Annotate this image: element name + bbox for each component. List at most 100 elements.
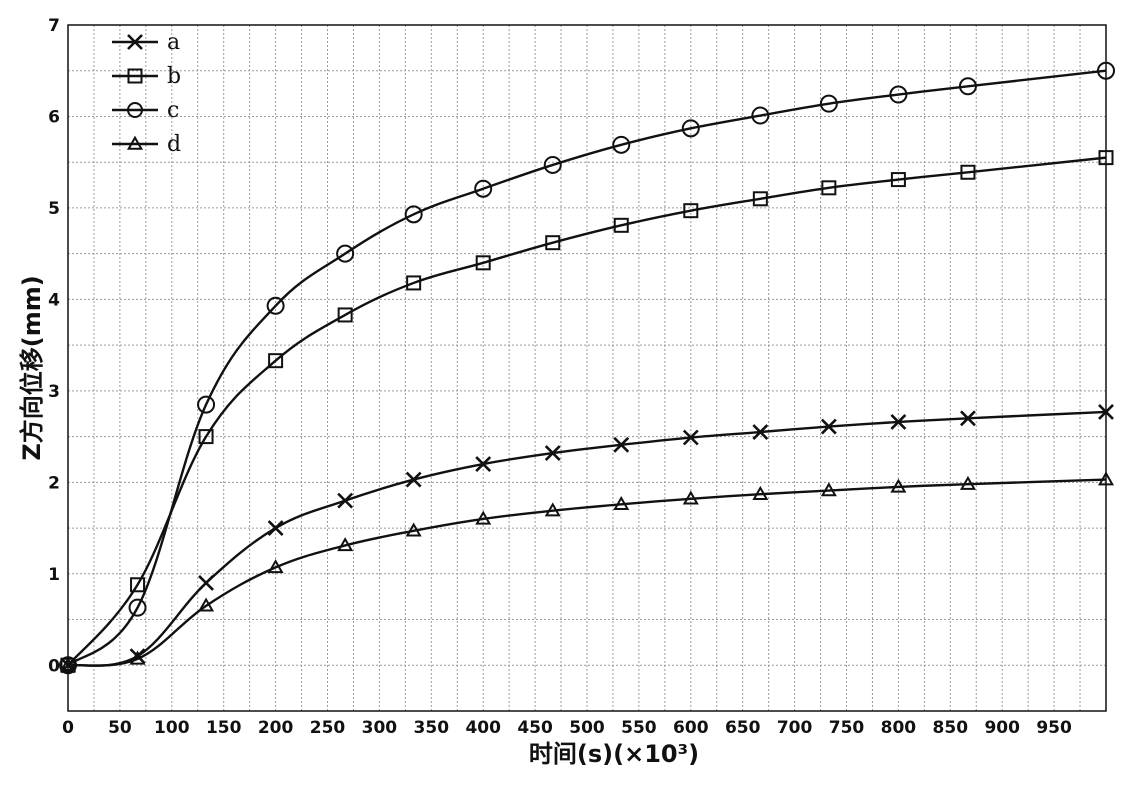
y-tick-label: 7	[48, 16, 60, 36]
data-point-marker	[129, 650, 146, 665]
data-point-marker	[681, 119, 700, 138]
x-tick-label: 200	[258, 718, 294, 738]
series-d	[59, 471, 1115, 671]
data-point-marker	[266, 296, 285, 315]
data-point-marker	[337, 537, 354, 552]
data-point-marker	[752, 424, 769, 440]
legend-label: a	[167, 30, 180, 55]
data-point-marker	[752, 191, 768, 207]
x-tick-label: 650	[725, 718, 761, 738]
data-point-marker	[820, 482, 837, 497]
legend-label: c	[167, 98, 179, 123]
y-tick-label: 1	[48, 565, 60, 585]
data-point-marker	[406, 275, 422, 291]
x-tick-label: 850	[933, 718, 969, 738]
data-point-marker	[1098, 403, 1114, 420]
data-point-marker	[336, 244, 355, 263]
data-point-marker	[130, 577, 146, 593]
x-tick-label: 500	[569, 718, 605, 738]
data-point-marker	[1097, 61, 1115, 80]
data-point-marker	[198, 429, 214, 445]
x-tick-label: 450	[517, 718, 553, 738]
data-point-marker	[405, 471, 422, 488]
data-point-marker	[127, 102, 143, 118]
data-point-marker	[543, 155, 562, 174]
legend-label: b	[167, 64, 181, 89]
data-point-marker	[405, 522, 422, 537]
data-point-marker	[821, 180, 837, 196]
x-tick-label: 800	[881, 718, 917, 738]
data-point-marker	[268, 353, 284, 369]
data-point-marker	[890, 478, 907, 493]
data-point-marker	[475, 510, 492, 525]
x-tick-label: 250	[310, 718, 346, 738]
x-tick-label: 950	[1036, 718, 1072, 738]
data-point-marker	[889, 85, 908, 104]
series-line-b	[67, 156, 1107, 667]
data-point-marker	[337, 492, 354, 509]
series-layer	[59, 61, 1115, 675]
series-c	[59, 61, 1115, 675]
x-tick-label: 400	[465, 718, 501, 738]
grid-lines	[68, 25, 1106, 711]
x-tick-label: 100	[154, 718, 190, 738]
data-point-marker	[820, 418, 837, 435]
y-tick-label: 6	[48, 107, 60, 127]
data-point-marker	[404, 205, 423, 224]
data-point-marker	[127, 68, 143, 84]
data-point-marker	[544, 445, 561, 461]
data-point-marker	[752, 485, 769, 500]
series-b	[60, 150, 1114, 673]
data-point-marker	[960, 410, 976, 427]
legend-label: d	[167, 132, 181, 157]
legend-item-d: d	[112, 132, 181, 157]
data-point-marker	[198, 575, 214, 591]
y-axis-label: Z方向位移(mm)	[18, 275, 46, 460]
x-tick-label: 750	[829, 718, 865, 738]
data-point-marker	[1098, 150, 1114, 166]
y-tick-label: 2	[48, 473, 60, 493]
data-point-marker	[960, 164, 976, 180]
data-point-marker	[959, 475, 976, 490]
x-tick-label: 50	[108, 718, 132, 738]
data-point-marker	[612, 135, 631, 154]
data-point-marker	[267, 520, 284, 536]
data-point-marker	[682, 490, 699, 505]
x-tick-label: 900	[984, 718, 1020, 738]
data-point-marker	[59, 656, 77, 671]
legend-item-c: c	[112, 98, 179, 123]
x-tick-label: 150	[206, 718, 242, 738]
y-tick-label: 4	[48, 290, 60, 310]
data-point-marker	[819, 94, 838, 113]
data-point-marker	[544, 502, 561, 517]
x-tick-label: 350	[414, 718, 450, 738]
data-point-marker	[475, 456, 492, 472]
x-axis-label: 时间(s)(×10³)	[529, 740, 699, 768]
y-tick-label: 0	[48, 656, 60, 676]
data-point-marker	[127, 34, 143, 50]
data-point-marker	[337, 307, 353, 323]
data-point-marker	[613, 436, 630, 453]
data-point-marker	[198, 597, 215, 612]
x-tick-label: 0	[62, 718, 74, 738]
plot-frame	[67, 24, 1107, 712]
data-point-marker	[890, 414, 907, 430]
data-point-marker	[1097, 471, 1115, 486]
data-point-marker	[613, 217, 629, 233]
data-point-marker	[613, 495, 630, 511]
y-tick-label: 3	[48, 382, 60, 402]
tick-labels: 0 50 100 150 200 250 300 350 400 450 500 550 600 650 7…	[48, 16, 1072, 738]
data-point-marker	[267, 559, 284, 574]
data-point-marker	[751, 106, 770, 125]
data-point-marker	[682, 429, 699, 446]
x-tick-label: 700	[777, 718, 813, 738]
legend-item-b: b	[112, 64, 181, 89]
data-point-marker	[475, 255, 491, 271]
data-point-marker	[126, 135, 144, 150]
x-tick-label: 600	[673, 718, 709, 738]
data-point-marker	[197, 395, 216, 414]
x-tick-label: 550	[621, 718, 657, 738]
y-tick-label: 5	[48, 199, 60, 219]
